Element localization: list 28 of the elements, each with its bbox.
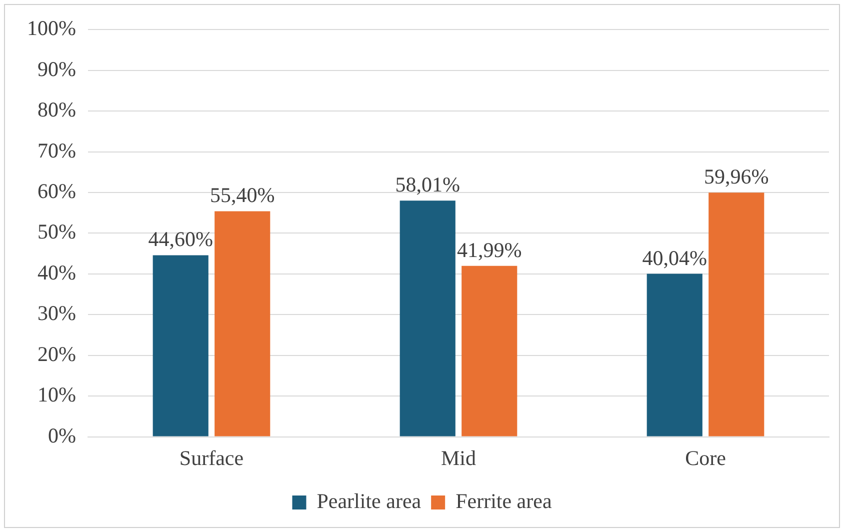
y-tick-label: 70%	[37, 138, 76, 162]
data-label: 41,99%	[456, 238, 522, 262]
y-tick-label: 80%	[37, 98, 76, 122]
bar	[152, 255, 208, 436]
data-label: 55,40%	[210, 183, 275, 208]
y-tick-label: 20%	[37, 342, 76, 366]
x-tick-label: Core	[685, 446, 726, 470]
y-tick-label: 30%	[37, 301, 76, 326]
legend-label: Pearlite area	[316, 489, 422, 514]
data-label: 58,01%	[395, 172, 460, 197]
y-tick-label: 50%	[37, 220, 76, 244]
data-label: 59,96%	[704, 164, 769, 189]
y-tick-label: 0%	[48, 423, 76, 448]
bar	[214, 211, 270, 436]
data-label: 40,04%	[642, 246, 707, 270]
y-tick-label: 90%	[37, 56, 76, 81]
y-tick-label: 40%	[37, 260, 76, 284]
x-tick-label: Mid	[440, 446, 476, 470]
bar	[462, 266, 518, 436]
y-tick-label: 100%	[26, 16, 76, 40]
bar	[708, 192, 764, 436]
x-tick-label: Surface	[179, 446, 244, 470]
y-tick-label: 60%	[37, 178, 76, 203]
bar	[646, 274, 702, 436]
y-tick-label: 10%	[37, 382, 76, 407]
data-label: 44,60%	[148, 227, 213, 252]
legend-label: Ferrite area	[456, 489, 552, 514]
bar	[400, 200, 456, 436]
